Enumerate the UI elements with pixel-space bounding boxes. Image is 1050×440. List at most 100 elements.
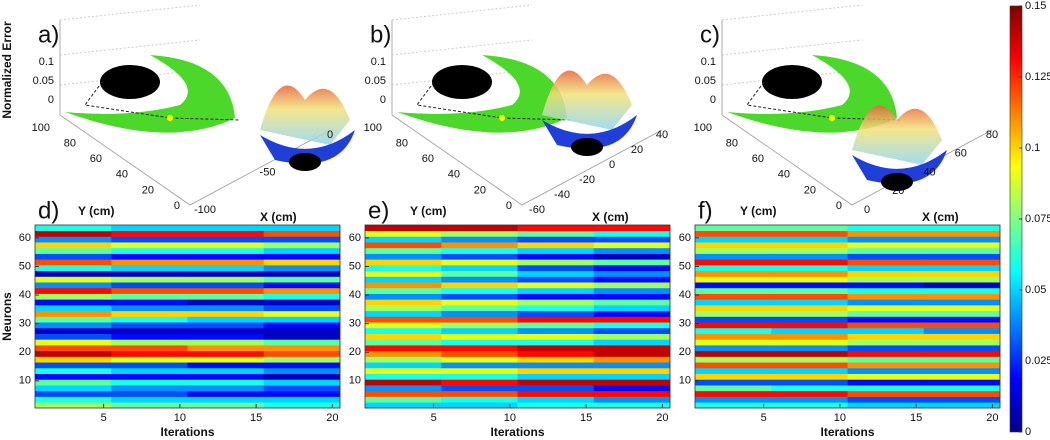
heatmap-cell	[695, 293, 772, 300]
heatmap-cell	[593, 390, 671, 397]
heatmap-cell	[263, 276, 341, 283]
heatmap-cell	[365, 282, 442, 289]
heatmap-cell	[111, 402, 188, 409]
panel-3d: a) 0 0.05 0.1 100 80 60 40 20 0 -100 -50 0 Normalized…	[0, 4, 355, 224]
heatmap-cell	[111, 373, 188, 380]
x-tick-label: 20	[326, 412, 338, 424]
heatmap-cell	[263, 287, 341, 294]
x-tick-label: 15	[250, 412, 262, 424]
y-tick-label: 80	[726, 138, 738, 150]
heatmap-cell	[695, 350, 772, 357]
heatmap-cell	[847, 270, 925, 277]
heatmap-cell	[263, 225, 341, 232]
heatmap-cell	[441, 379, 518, 386]
heatmap-cell	[847, 322, 925, 329]
heatmap-cell	[517, 339, 595, 346]
heatmap-cell	[263, 373, 341, 380]
heatmap-cell	[441, 247, 518, 254]
heatmap-cell	[771, 276, 848, 283]
colorbar-tick-label: 0	[1025, 426, 1031, 438]
heatmap-cell	[923, 299, 1001, 306]
heatmap-cell	[263, 253, 341, 260]
x-tick-label: 10	[504, 412, 516, 424]
heatmap-cell	[923, 356, 1001, 363]
heatmap-cell	[847, 287, 925, 294]
heatmap-cell	[187, 327, 265, 334]
heatmap-cell	[593, 310, 671, 317]
heatmap-cell	[35, 270, 112, 277]
heatmap-cell	[695, 373, 772, 380]
plot-frame	[34, 224, 341, 409]
heatmap-cell	[695, 242, 772, 249]
heatmap-cell	[695, 282, 772, 289]
heatmap-cell	[593, 305, 671, 312]
heatmap-cell	[695, 385, 772, 392]
heatmap-cell	[187, 287, 265, 294]
heatmap-cell	[111, 270, 188, 277]
panel-label: b)	[370, 21, 391, 48]
heatmap-cell	[847, 265, 925, 272]
heatmap-cell	[365, 345, 442, 352]
heatmap-cell	[771, 253, 848, 260]
y-tick-label: 60	[19, 232, 31, 244]
y-tick-label: 40	[778, 169, 790, 181]
heatmap-cell	[771, 247, 848, 254]
heatmap-cell	[263, 345, 341, 352]
heatmap-cell	[593, 356, 671, 363]
heatmap-cell	[771, 270, 848, 277]
heatmap-cell	[923, 282, 1001, 289]
heatmap-cell	[111, 230, 188, 237]
x-tick-label: 5	[101, 412, 107, 424]
heatmap-cell	[187, 385, 265, 392]
heatmap-cell	[111, 287, 188, 294]
z-axis-label: Normalized Error	[0, 21, 14, 119]
heatmap-cell	[365, 316, 442, 323]
heatmap-cell	[263, 310, 341, 317]
error-surface	[542, 70, 632, 130]
heatmap-cell	[263, 350, 341, 357]
z-tick-label: 0.1	[701, 56, 716, 68]
heatmap-cell	[111, 333, 188, 340]
heatmap-cell	[771, 367, 848, 374]
heatmap-cell	[365, 373, 442, 380]
heatmap-cell	[263, 402, 341, 409]
heatmap-cell	[263, 316, 341, 323]
x-tick-label: 40	[656, 129, 668, 141]
heatmap-cell	[187, 379, 265, 386]
heatmap-cell	[695, 367, 772, 374]
heatmap-cell	[187, 310, 265, 317]
heatmap-cell	[517, 345, 595, 352]
robot	[100, 65, 160, 99]
heatmap-cell	[35, 305, 112, 312]
heatmap-cell	[365, 396, 442, 403]
y-tick-label: 40	[116, 169, 128, 181]
heatmap-cell	[771, 282, 848, 289]
x-tick-label: 15	[910, 412, 922, 424]
heatmap-cell	[517, 390, 595, 397]
x-axis-label: X (cm)	[592, 210, 629, 224]
y-tick-label: 10	[19, 375, 31, 387]
heatmap-cell	[923, 327, 1001, 334]
heatmap-cell	[847, 362, 925, 369]
heatmap-cell	[771, 287, 848, 294]
heatmap-cell	[847, 282, 925, 289]
heatmap-cell	[593, 253, 671, 260]
heatmap-cell	[441, 242, 518, 249]
heatmap-cell	[441, 402, 518, 409]
heatmap-cell	[441, 282, 518, 289]
heatmap-cell	[593, 299, 671, 306]
heatmap-cell	[923, 390, 1001, 397]
heatmap-cell	[441, 345, 518, 352]
heatmap-cell	[187, 276, 265, 283]
heatmap-cell	[365, 242, 442, 249]
heatmap-cell	[35, 327, 112, 334]
heatmap-cell	[187, 247, 265, 254]
heatmap-cell	[847, 339, 925, 346]
heatmap-cell	[695, 356, 772, 363]
arena	[727, 55, 897, 133]
y-tick-label: 0	[174, 200, 180, 212]
heatmap-cell	[187, 253, 265, 260]
heatmap-cell	[365, 356, 442, 363]
heatmap-cell	[923, 265, 1001, 272]
x-tick-label: 0	[609, 159, 615, 171]
